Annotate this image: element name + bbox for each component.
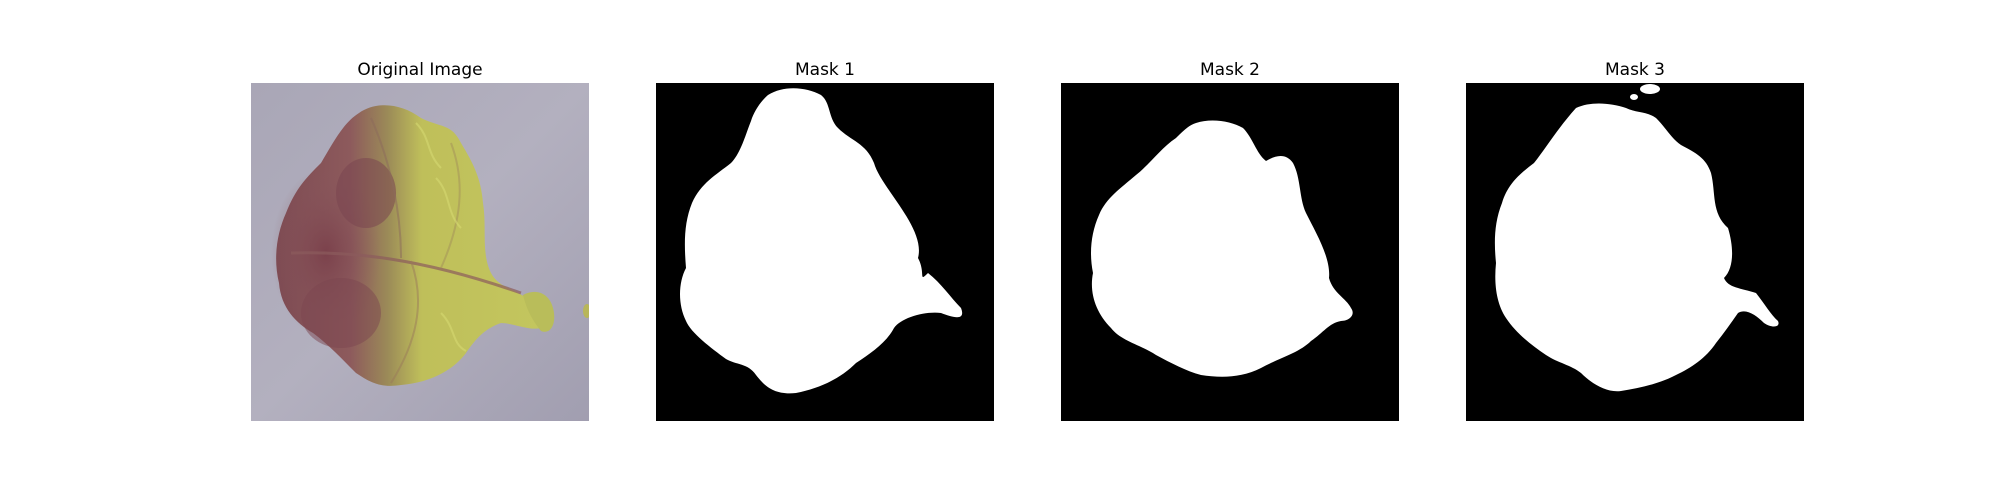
mask-3-image xyxy=(1466,83,1804,421)
original-leaf-image xyxy=(251,83,589,421)
panel-mask-3: Mask 3 xyxy=(1465,59,1805,421)
panel-title: Mask 2 xyxy=(1199,60,1260,80)
panel-mask-2: Mask 2 xyxy=(1060,59,1400,421)
mask-2-image xyxy=(1061,83,1399,421)
panel-title: Mask 3 xyxy=(1604,60,1665,80)
panel-title: Mask 1 xyxy=(794,60,855,80)
panel-title: Original Image xyxy=(357,60,483,80)
panel-mask-1: Mask 1 xyxy=(655,59,995,421)
panel-original-image: Original Image xyxy=(250,59,590,421)
mask-1-image xyxy=(656,83,994,421)
